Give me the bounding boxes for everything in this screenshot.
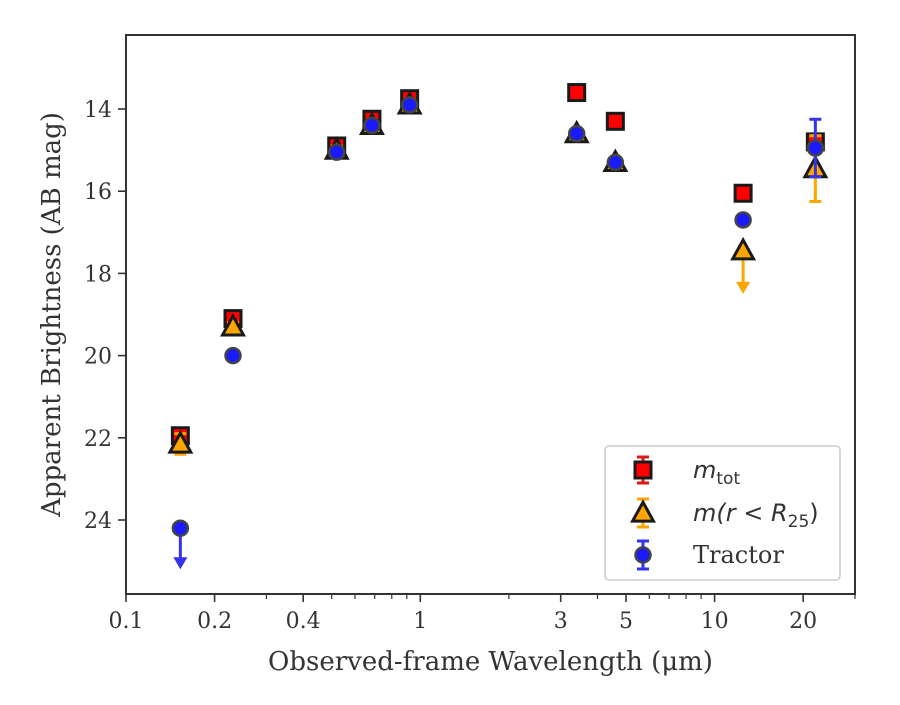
y-tick-label: 20 (84, 345, 112, 370)
data-point (224, 346, 242, 365)
y-tick-label: 16 (84, 180, 112, 205)
legend-entry: mtot (633, 455, 740, 489)
data-point (605, 111, 625, 131)
x-tick-label: 0.4 (286, 609, 321, 634)
data-point (734, 211, 752, 229)
legend-entry: m(r < R25) (630, 497, 819, 532)
legend-marker (634, 546, 652, 564)
data-point (606, 153, 625, 172)
data-point (733, 183, 753, 203)
series-circle (171, 96, 825, 570)
x-tick-label: 1 (413, 609, 427, 634)
x-tick-label: 0.2 (197, 609, 232, 634)
y-tick-label: 22 (84, 427, 112, 452)
data-point (567, 124, 586, 143)
upper-limit-arrowhead (173, 557, 188, 570)
x-tick-label: 0.1 (109, 609, 144, 634)
y-axis-ticks: 14 16 18 20 22 24 (84, 98, 126, 534)
legend-label: Tractor (693, 541, 784, 569)
x-axis-ticks: 0.1 0.2 0.4 1 3 5 10 20 (109, 594, 856, 634)
data-point (400, 96, 419, 114)
data-point (567, 83, 587, 103)
legend-marker (633, 460, 653, 480)
y-axis-title: Apparent Brightness (AB mag) (37, 112, 67, 518)
upper-limit-arrowhead (736, 281, 751, 294)
legend-marker (630, 499, 656, 523)
data-point (363, 116, 381, 135)
legend-box (604, 445, 841, 581)
series-triangle (167, 90, 829, 456)
y-tick-label: 18 (84, 262, 112, 287)
data-point (167, 430, 194, 454)
x-tick-label: 20 (789, 609, 817, 634)
legend-entry: Tractor (634, 539, 784, 571)
x-tick-label: 5 (619, 609, 633, 634)
legend: mtot m(r < R25) Tractor (604, 445, 841, 581)
data-point (327, 143, 346, 161)
x-tick-label: 3 (554, 609, 568, 634)
plot-frame (125, 34, 856, 595)
x-tick-label: 10 (701, 609, 729, 634)
data-point (171, 519, 190, 537)
legend-label: mtot (693, 456, 740, 489)
series-square (170, 83, 825, 446)
data-point (730, 236, 757, 261)
legend-label: m(r < R25) (693, 499, 819, 532)
data-marks (167, 83, 829, 570)
data-point (806, 139, 825, 157)
y-tick-label: 24 (84, 509, 112, 534)
y-tick-label: 14 (84, 98, 112, 123)
data-point (220, 312, 246, 337)
x-axis-title: Observed-frame Wavelength (μm) (268, 647, 713, 677)
